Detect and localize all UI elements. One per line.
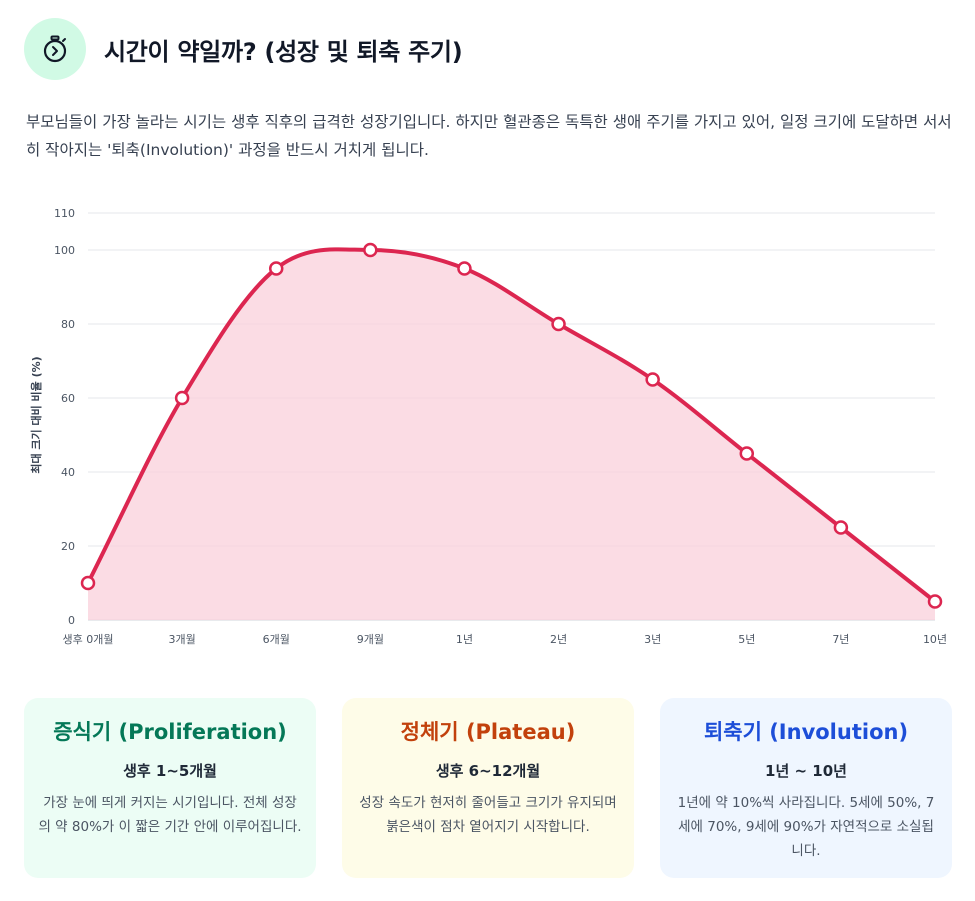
y-tick-label: 80 bbox=[61, 318, 75, 331]
y-tick-label: 100 bbox=[54, 244, 75, 257]
growth-line bbox=[86, 247, 937, 604]
stopwatch-icon bbox=[43, 35, 67, 63]
card-period: 1년 ~ 10년 bbox=[765, 762, 847, 780]
card-period: 생후 1~5개월 bbox=[123, 762, 217, 780]
y-tick-label: 60 bbox=[61, 392, 75, 405]
x-tick-label: 6개월 bbox=[263, 633, 290, 646]
page-header: 시간이 약일까? (성장 및 퇴축 주기) bbox=[24, 18, 463, 80]
data-point bbox=[363, 242, 378, 258]
data-point bbox=[268, 261, 284, 276]
x-tick-label: 2년 bbox=[550, 633, 567, 646]
data-point bbox=[457, 261, 472, 276]
page-title: 시간이 약일까? (성장 및 퇴축 주기) bbox=[104, 37, 463, 66]
data-point bbox=[739, 446, 755, 461]
x-axis-ticks: 생후 0개월 3개월 6개월 9개월 1년 2년 3년 5년 7년 10년 bbox=[63, 633, 948, 646]
data-point bbox=[551, 316, 566, 332]
data-point bbox=[80, 575, 96, 591]
icon-badge bbox=[24, 18, 86, 80]
intro-paragraph: 부모님들이 가장 놀라는 시기는 생후 직후의 급격한 성장기입니다. 하지만 … bbox=[26, 113, 952, 159]
card-title: 퇴축기 (Involution) bbox=[703, 720, 909, 744]
y-axis-ticks: 0 20 40 60 80 100 110 bbox=[54, 207, 75, 627]
x-tick-label: 10년 bbox=[923, 633, 947, 646]
x-tick-label: 5년 bbox=[738, 633, 755, 646]
x-tick-label: 1년 bbox=[456, 633, 473, 646]
x-tick-label: 3년 bbox=[644, 633, 661, 646]
data-point bbox=[174, 390, 190, 406]
y-tick-label: 40 bbox=[61, 466, 75, 479]
card-title: 증식기 (Proliferation) bbox=[53, 720, 287, 744]
card-description: 가장 눈에 띄게 커지는 시기입니다. 전체 성장의 약 80%가 이 짧은 기… bbox=[38, 795, 302, 835]
y-tick-label: 110 bbox=[54, 207, 75, 220]
phase-card-involution: 퇴축기 (Involution) 1년 ~ 10년 1년에 약 10%씩 사라집… bbox=[660, 698, 952, 878]
card-description: 1년에 약 10%씩 사라집니다. 5세에 50%, 7세에 70%, 9세에 … bbox=[677, 795, 935, 859]
data-point bbox=[645, 372, 660, 387]
growth-cycle-chart: 0 20 40 60 80 100 110 생후 0개월 3개월 6개월 9개월 1년 2년 3년 5년 7… bbox=[29, 207, 948, 646]
growth-area-fill bbox=[88, 249, 935, 620]
phase-card-plateau: 정체기 (Plateau) 생후 6~12개월 성장 속도가 현저히 줄어들고 … bbox=[342, 698, 634, 878]
y-tick-label: 20 bbox=[61, 540, 75, 553]
card-description: 성장 속도가 현저히 줄어들고 크기가 유지되며 붉은색이 점차 옅어지기 시작… bbox=[359, 795, 617, 835]
phase-card-proliferation: 증식기 (Proliferation) 생후 1~5개월 가장 눈에 띄게 커지… bbox=[24, 698, 316, 878]
data-point bbox=[927, 594, 943, 609]
y-tick-label: 0 bbox=[68, 614, 75, 627]
x-tick-label: 생후 0개월 bbox=[63, 633, 114, 646]
x-tick-label: 9개월 bbox=[357, 633, 384, 646]
card-title: 정체기 (Plateau) bbox=[400, 720, 576, 744]
y-axis-label: 최대 크기 대비 비율 (%) bbox=[29, 356, 43, 473]
card-period: 생후 6~12개월 bbox=[435, 762, 541, 780]
x-tick-label: 3개월 bbox=[168, 633, 195, 646]
x-tick-label: 7년 bbox=[832, 633, 849, 646]
data-points bbox=[80, 242, 943, 609]
data-point bbox=[833, 520, 849, 535]
